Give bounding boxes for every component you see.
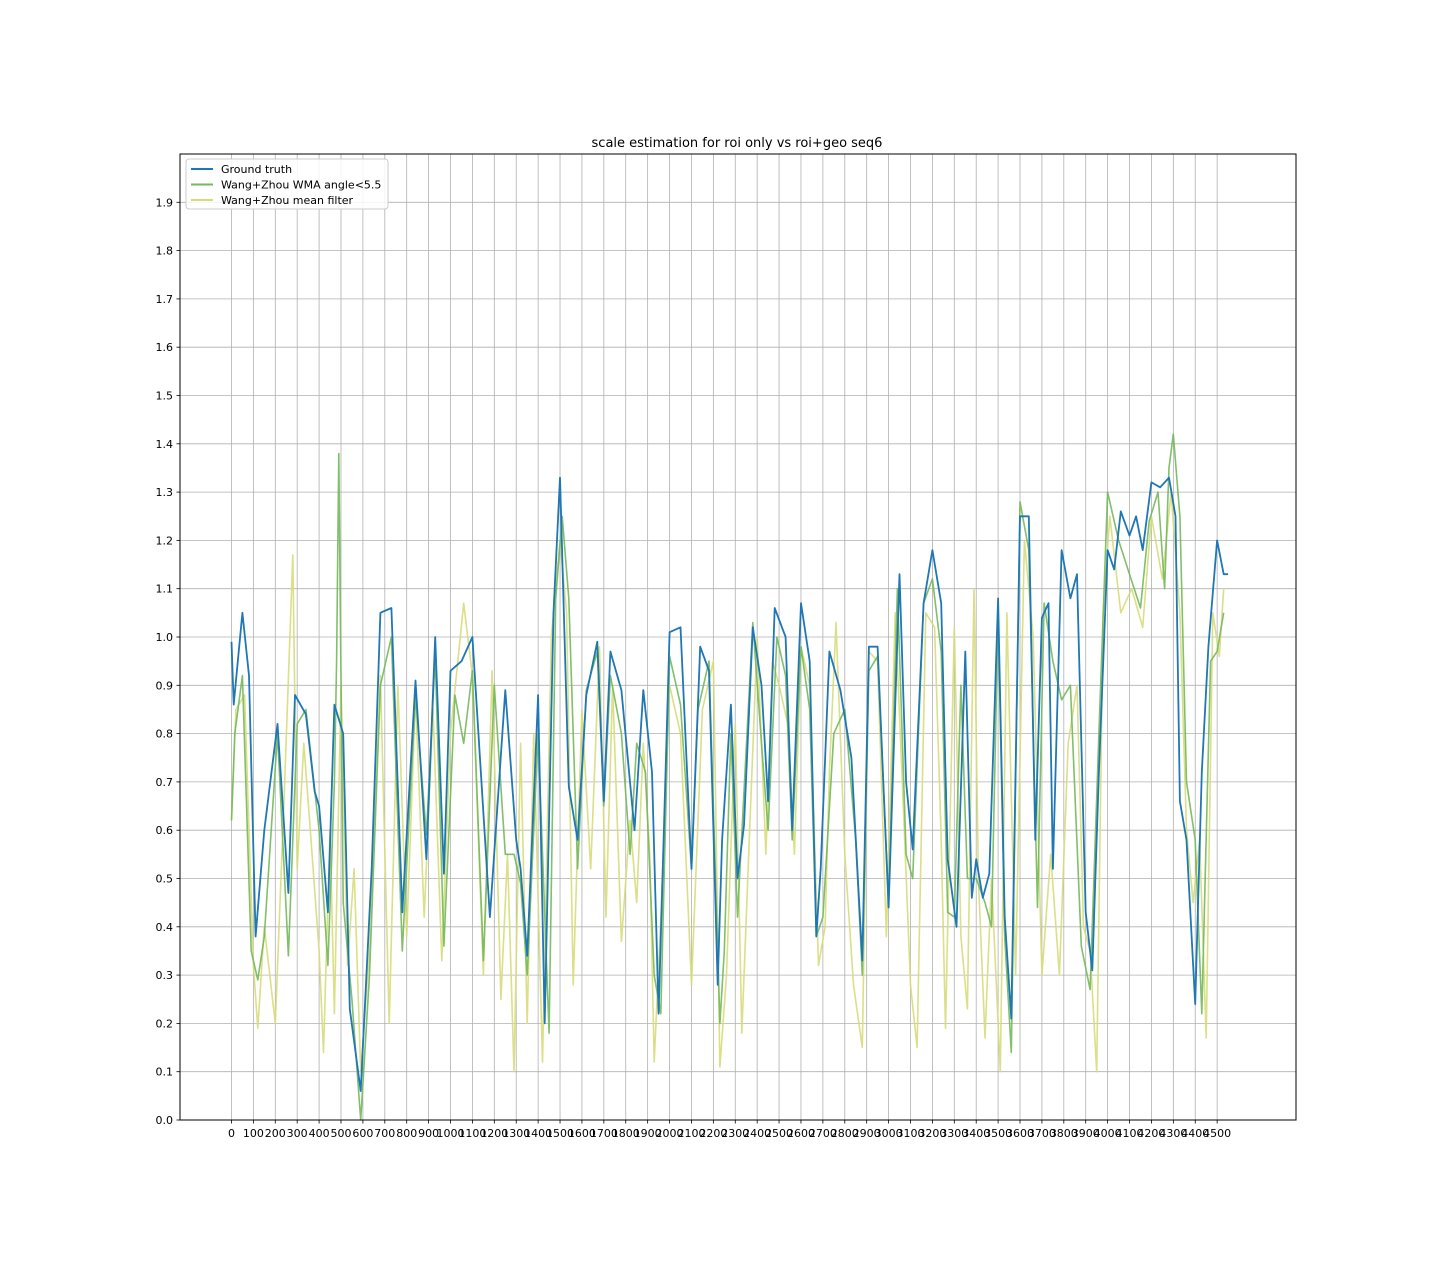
x-tick-label: 2200 — [699, 1127, 727, 1140]
x-tick-label: 3700 — [1028, 1127, 1056, 1140]
x-tick-label: 1100 — [458, 1127, 486, 1140]
y-tick-label: 1.7 — [156, 293, 174, 306]
x-tick-label: 2800 — [831, 1127, 859, 1140]
y-tick-label: 0.2 — [156, 1017, 174, 1030]
x-tick-label: 4400 — [1181, 1127, 1209, 1140]
x-tick-label: 4200 — [1137, 1127, 1165, 1140]
y-tick-label: 1.9 — [156, 196, 174, 209]
y-tick-label: 0.7 — [156, 776, 174, 789]
x-tick-label: 2400 — [743, 1127, 771, 1140]
plot-area — [230, 433, 1229, 1121]
y-tick-label: 0.6 — [156, 824, 174, 837]
y-tick-label: 0.1 — [156, 1066, 174, 1079]
x-tick-label: 800 — [396, 1127, 417, 1140]
y-tick-label: 1.1 — [156, 583, 174, 596]
x-tick-label: 3400 — [962, 1127, 990, 1140]
series-line-0 — [230, 476, 1229, 1092]
legend-box — [185, 158, 389, 210]
x-tick-label: 4000 — [1094, 1127, 1122, 1140]
x-tick-label: 1000 — [437, 1127, 465, 1140]
x-tick-label: 700 — [374, 1127, 395, 1140]
x-tick-label: 1800 — [612, 1127, 640, 1140]
series-line-2 — [230, 491, 1225, 1073]
chart-title: scale estimation for roi only vs roi+geo… — [592, 136, 883, 151]
x-tick-label: 2100 — [677, 1127, 705, 1140]
grid — [180, 154, 1296, 1121]
y-tick-label: 1.4 — [156, 438, 174, 451]
x-tick-label: 3300 — [940, 1127, 968, 1140]
x-tick-label: 2900 — [853, 1127, 881, 1140]
x-tick-label: 1400 — [524, 1127, 552, 1140]
x-tick-label: 2500 — [765, 1127, 793, 1140]
x-tick-label: 1600 — [568, 1127, 596, 1140]
x-tick-label: 3000 — [875, 1127, 903, 1140]
y-tick-label: 0.3 — [156, 969, 174, 982]
x-tick-label: 600 — [352, 1127, 373, 1140]
y-tick-label: 1.3 — [156, 486, 174, 499]
x-tick-label: 400 — [309, 1127, 330, 1140]
y-tick-label: 0.8 — [156, 728, 174, 741]
legend-label: Wang+Zhou WMA angle<5.5 — [221, 179, 381, 192]
legend: Ground truth Wang+Zhou WMA angle<5.5 Wang+… — [185, 158, 389, 210]
x-tick-label: 3600 — [1006, 1127, 1034, 1140]
y-tick-label: 0.4 — [156, 921, 174, 934]
x-tick-label: 4500 — [1203, 1127, 1231, 1140]
y-tick-label: 1.8 — [156, 245, 174, 258]
x-tick-label: 1200 — [480, 1127, 508, 1140]
y-tick-label: 1.0 — [156, 631, 174, 644]
y-tick-label: 0.0 — [156, 1114, 174, 1127]
x-axis: 0 100 200 300 400 500 600 700 800 900100011001200… — [228, 1120, 1231, 1140]
x-tick-label: 100 — [243, 1127, 264, 1140]
x-tick-label: 300 — [287, 1127, 308, 1140]
y-axis: 0.0 0.1 0.2 0.3 0.4 0.5 0.6 0.7 0.8 0.9 1.0 1.1 1.2 1… — [156, 196, 180, 1127]
x-tick-label: 1300 — [502, 1127, 530, 1140]
y-tick-label: 1.6 — [156, 341, 174, 354]
legend-label: Ground truth — [221, 163, 292, 176]
y-tick-label: 0.5 — [156, 873, 174, 886]
x-tick-label: 1700 — [590, 1127, 618, 1140]
x-tick-label: 3500 — [984, 1127, 1012, 1140]
x-tick-label: 3100 — [896, 1127, 924, 1140]
x-tick-label: 3900 — [1072, 1127, 1100, 1140]
x-tick-label: 1900 — [634, 1127, 662, 1140]
x-tick-label: 4100 — [1116, 1127, 1144, 1140]
legend-label: Wang+Zhou mean filter — [221, 194, 354, 207]
x-tick-label: 2700 — [809, 1127, 837, 1140]
y-tick-label: 0.9 — [156, 679, 174, 692]
x-tick-label: 3800 — [1050, 1127, 1078, 1140]
x-tick-label: 0 — [228, 1127, 235, 1140]
x-tick-label: 2000 — [656, 1127, 684, 1140]
x-tick-label: 200 — [265, 1127, 286, 1140]
x-tick-label: 3200 — [918, 1127, 946, 1140]
x-tick-label: 2300 — [721, 1127, 749, 1140]
y-tick-label: 1.2 — [156, 534, 174, 547]
x-tick-label: 500 — [330, 1127, 351, 1140]
x-tick-label: 900 — [418, 1127, 439, 1140]
x-tick-label: 2600 — [787, 1127, 815, 1140]
x-tick-label: 1500 — [546, 1127, 574, 1140]
y-tick-label: 1.5 — [156, 390, 174, 403]
x-tick-label: 4300 — [1159, 1127, 1187, 1140]
